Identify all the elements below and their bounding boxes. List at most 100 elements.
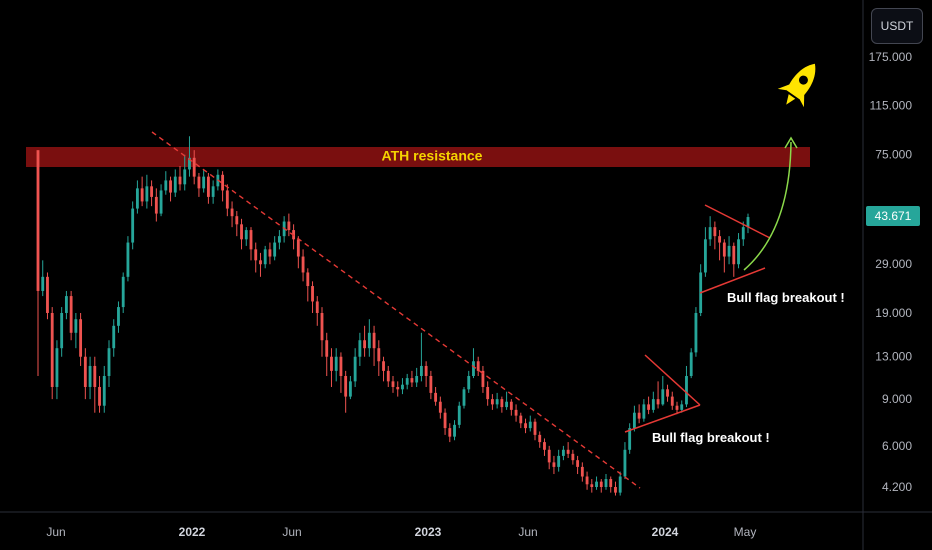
candle-body [670, 396, 674, 406]
candle-body [538, 434, 542, 443]
time-axis[interactable]: Jun 2022 Jun 2023 Jun 2024 May [46, 525, 756, 539]
candle [339, 352, 343, 393]
candle-body [642, 404, 646, 419]
candle-body [737, 239, 740, 265]
time-tick-label: 2022 [179, 525, 206, 539]
candle-body [462, 389, 466, 406]
candle [699, 264, 703, 317]
candle-body [509, 401, 513, 410]
candle-body [363, 340, 367, 349]
candle-body [235, 216, 239, 225]
candle [576, 455, 580, 475]
candle [580, 462, 584, 482]
candle [628, 423, 632, 454]
candle-body [632, 412, 636, 429]
candle [557, 449, 561, 472]
candle [46, 272, 49, 320]
candle [415, 367, 419, 387]
rocket-flame [786, 94, 796, 105]
candle [206, 172, 210, 204]
candle-body [164, 180, 168, 191]
candle-body [60, 312, 64, 349]
candle [320, 307, 324, 357]
candle [197, 172, 201, 197]
projection-arrow [743, 141, 792, 271]
candle [741, 221, 745, 246]
candle [675, 401, 679, 415]
candle-body [197, 176, 201, 189]
candle [434, 386, 438, 406]
candle [254, 242, 258, 273]
candle-body [249, 230, 253, 250]
candle-body [306, 272, 310, 287]
candle [192, 150, 196, 185]
candle [623, 442, 627, 480]
candle-body [727, 245, 731, 257]
candle-body [244, 230, 248, 240]
candle [737, 233, 740, 269]
candle-body [382, 361, 385, 371]
candle-body [528, 421, 532, 429]
candle-body [325, 340, 329, 357]
candle [533, 418, 537, 441]
time-tick-label: Jun [518, 525, 537, 539]
candle [500, 396, 504, 413]
candle-body [547, 449, 551, 463]
candle-body [372, 332, 376, 349]
candle-body [495, 399, 499, 405]
candle-body [524, 423, 527, 429]
candle [722, 239, 726, 273]
candle [590, 479, 594, 493]
candle-body [443, 412, 447, 429]
candle [680, 400, 684, 413]
candle-body [230, 208, 234, 217]
candle-body [595, 481, 598, 487]
candle [263, 245, 267, 269]
candle-body [666, 389, 669, 397]
candle [325, 332, 329, 376]
candle-body [424, 365, 428, 376]
candle-body [585, 476, 589, 485]
candle [121, 272, 125, 313]
rocket-fin-right [799, 92, 805, 108]
candle-body [552, 462, 556, 467]
candle-body [112, 325, 116, 349]
candle [609, 476, 613, 493]
candle-body [225, 190, 229, 209]
candle-body [722, 242, 726, 257]
candle [178, 165, 182, 191]
candle [486, 381, 490, 406]
candle [311, 281, 314, 313]
currency-unit-button[interactable]: USDT [871, 8, 923, 44]
candle [348, 375, 352, 400]
candle [585, 471, 589, 490]
price-axis[interactable]: 175.000 115.000 75.000 29.000 19.000 13.000 9.… [869, 50, 913, 494]
candle-body [514, 409, 518, 416]
candle [708, 216, 712, 246]
candle-body [661, 389, 665, 405]
candle-body [140, 188, 144, 202]
candle-body [339, 356, 343, 376]
candle-body [79, 319, 83, 357]
candle-body [159, 190, 163, 214]
candle-body [533, 421, 537, 435]
candle [547, 445, 551, 470]
candle-body [703, 239, 707, 273]
candle-body [453, 424, 456, 437]
candle [637, 404, 641, 424]
candle [396, 381, 400, 397]
candle [107, 340, 111, 387]
candle [363, 325, 367, 357]
candle-body [599, 481, 603, 487]
candle [372, 325, 376, 366]
candle-body [121, 276, 125, 308]
candle [83, 348, 87, 400]
candle [154, 188, 158, 222]
candle [173, 169, 177, 197]
candle [453, 420, 456, 441]
candle [211, 180, 215, 204]
candle [509, 399, 513, 416]
candle-body [685, 375, 688, 405]
candle [240, 218, 243, 250]
